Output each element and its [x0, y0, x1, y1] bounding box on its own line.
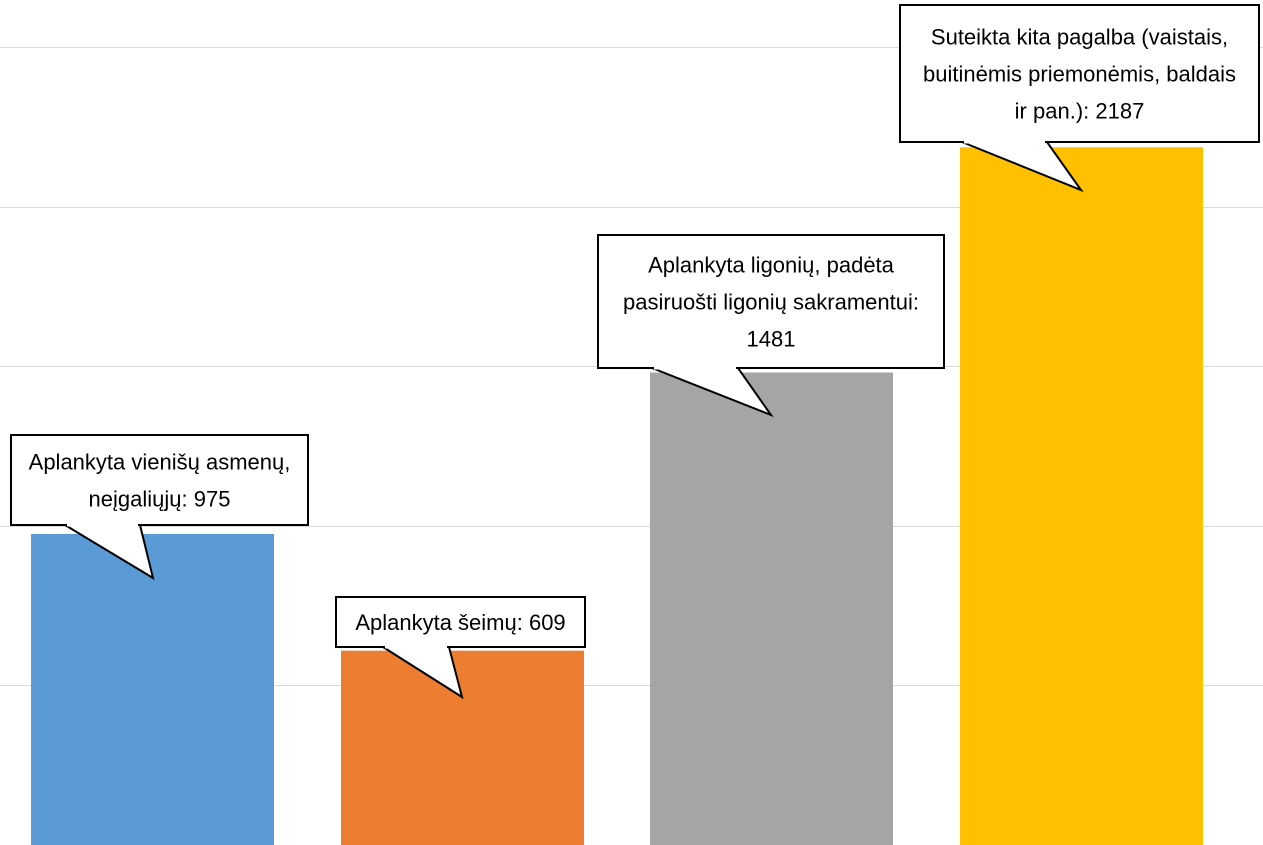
bars	[31, 147, 1203, 845]
bar-3	[650, 372, 893, 845]
data-label-line: buitinėmis priemonėmis, baldais	[923, 62, 1236, 87]
data-label-line: Aplankyta ligonių, padėta	[648, 253, 895, 278]
data-label-line: pasiruošti ligonių sakramentui:	[623, 290, 919, 315]
callout-2: Aplankyta šeimų: 609	[335, 596, 586, 700]
data-label-line: ir pan.): 2187	[1015, 99, 1145, 124]
callout-3: Aplankyta ligonių, padėta pasiruošti ligo…	[597, 234, 945, 418]
callout-4: Suteikta kita pagalba (vaistais, buitinėm…	[899, 4, 1260, 193]
data-label-callouts: Aplankyta vienišų asmenų, neįgaliųjų: 975…	[10, 4, 1260, 700]
bar-1	[31, 533, 274, 845]
callout-box	[10, 434, 309, 526]
callout-box	[335, 596, 586, 648]
callout-1: Aplankyta vienišų asmenų, neįgaliųjų: 975	[10, 434, 309, 581]
data-label-line: 1481	[747, 327, 796, 352]
data-label-line: Aplankyta šeimų: 609	[355, 610, 565, 635]
callout-box	[597, 234, 945, 369]
data-label-line: Suteikta kita pagalba (vaistais,	[931, 25, 1228, 50]
callout-box	[899, 4, 1260, 143]
bar-2	[341, 650, 584, 845]
data-label-line: Aplankyta vienišų asmenų,	[29, 450, 291, 475]
bar-4	[960, 147, 1203, 845]
data-label-line: neįgaliųjų: 975	[89, 487, 231, 512]
